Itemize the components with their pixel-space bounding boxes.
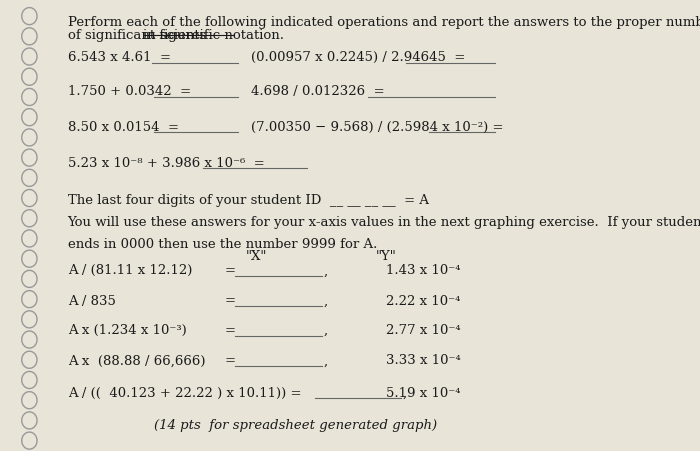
Text: ,: , [402, 386, 407, 399]
Text: (0.00957 x 0.2245) / 2.94645  =: (0.00957 x 0.2245) / 2.94645 = [251, 51, 466, 64]
Text: 6.543 x 4.61  =: 6.543 x 4.61 = [68, 51, 171, 64]
Text: A / (81.11 x 12.12): A / (81.11 x 12.12) [68, 264, 192, 277]
Text: =: = [225, 323, 235, 336]
Text: in scientific notation.: in scientific notation. [143, 29, 284, 42]
Text: ends in 0000 then use the number 9999 for A.: ends in 0000 then use the number 9999 fo… [68, 237, 377, 250]
Text: ,: , [323, 264, 328, 277]
Text: A x  (88.88 / 66,666): A x (88.88 / 66,666) [68, 354, 205, 367]
Text: The last four digits of your student ID  __ __ __ __  = A: The last four digits of your student ID … [68, 193, 428, 206]
Text: 4.698 / 0.012326  =: 4.698 / 0.012326 = [251, 84, 384, 97]
Text: 2.22 x 10⁻⁴: 2.22 x 10⁻⁴ [386, 294, 460, 307]
Text: A / ((  40.123 + 22.22 ) x 10.11)) =: A / (( 40.123 + 22.22 ) x 10.11)) = [68, 386, 301, 399]
Text: 2.77 x 10⁻⁴: 2.77 x 10⁻⁴ [386, 323, 461, 336]
Text: ,: , [323, 323, 328, 336]
Text: ,: , [323, 294, 328, 307]
Text: =: = [225, 264, 235, 277]
Text: =: = [225, 294, 235, 307]
Text: 5.23 x 10⁻⁸ + 3.986 x 10⁻⁶  =: 5.23 x 10⁻⁸ + 3.986 x 10⁻⁶ = [68, 156, 265, 169]
Text: ,: , [323, 354, 328, 367]
Text: 8.50 x 0.0154  =: 8.50 x 0.0154 = [68, 120, 178, 133]
Text: of significant figures: of significant figures [68, 29, 210, 42]
Text: 5.19 x 10⁻⁴: 5.19 x 10⁻⁴ [386, 386, 461, 399]
Text: "Y": "Y" [375, 249, 396, 262]
Text: 1.750 + 0.0342  =: 1.750 + 0.0342 = [68, 84, 190, 97]
Text: A / 835: A / 835 [68, 294, 116, 307]
Text: Perform each of the following indicated operations and report the answers to the: Perform each of the following indicated … [68, 16, 700, 29]
Text: =: = [225, 354, 235, 367]
Text: (7.00350 − 9.568) / (2.5984 x 10⁻²) =: (7.00350 − 9.568) / (2.5984 x 10⁻²) = [251, 120, 503, 133]
Text: You will use these answers for your x-axis values in the next graphing exercise.: You will use these answers for your x-ax… [68, 216, 700, 229]
Text: 3.33 x 10⁻⁴: 3.33 x 10⁻⁴ [386, 354, 461, 367]
Text: A x (1.234 x 10⁻³): A x (1.234 x 10⁻³) [68, 323, 186, 336]
Text: "X": "X" [245, 249, 267, 262]
Text: 1.43 x 10⁻⁴: 1.43 x 10⁻⁴ [386, 264, 461, 277]
Text: (14 pts  for spreadsheet generated graph): (14 pts for spreadsheet generated graph) [154, 418, 438, 431]
